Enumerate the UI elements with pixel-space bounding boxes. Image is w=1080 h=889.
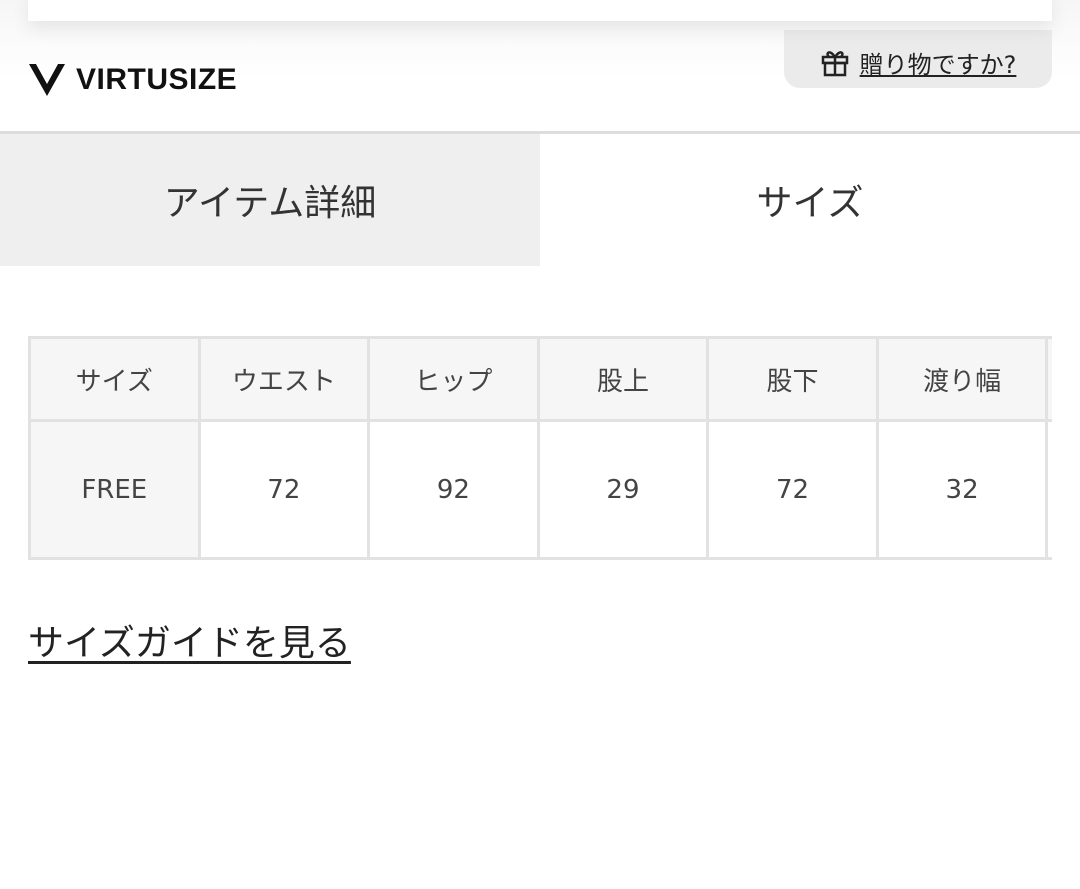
header-cell: 股下 [706,336,879,422]
header-cell: 渡り幅 [875,336,1049,422]
tab-bar: アイテム詳細 サイズ [0,134,1080,266]
cell: 29 [536,419,710,560]
gift-link[interactable]: 贈り物ですか? [859,50,1017,79]
virtusize-v-icon [29,63,65,96]
divider [0,131,1080,134]
table-header-row: サイズ ウエスト ヒップ 股上 股下 渡り幅 [28,336,1052,422]
brand-name: VIRTUSIZE [76,63,238,96]
tab-size[interactable]: サイズ [540,134,1080,266]
header-cell: サイズ [28,336,201,422]
gift-icon [821,51,848,77]
top-card [28,0,1052,21]
size-table-scroll[interactable]: サイズ ウエスト ヒップ 股上 股下 渡り幅 FREE 72 92 29 72 … [28,336,1052,560]
cell: 72 [706,419,879,560]
virtusize-logo: VIRTUSIZE [28,62,237,98]
cell: 72 [197,419,371,560]
cell: 92 [367,419,540,560]
cell-size: FREE [28,419,201,560]
header-cell: ウエスト [197,336,371,422]
table-row: FREE 72 92 29 72 32 [28,419,1052,560]
cell: 32 [875,419,1049,560]
header-cell: 股上 [536,336,710,422]
size-table: サイズ ウエスト ヒップ 股上 股下 渡り幅 FREE 72 92 29 72 … [28,336,1052,560]
header-cell: ヒップ [367,336,540,422]
gift-button[interactable]: 贈り物ですか? [784,30,1052,88]
header-cell [1045,336,1052,422]
cell [1045,419,1052,560]
tab-item-details[interactable]: アイテム詳細 [0,134,540,266]
size-guide-link[interactable]: サイズガイドを見る [28,623,351,664]
